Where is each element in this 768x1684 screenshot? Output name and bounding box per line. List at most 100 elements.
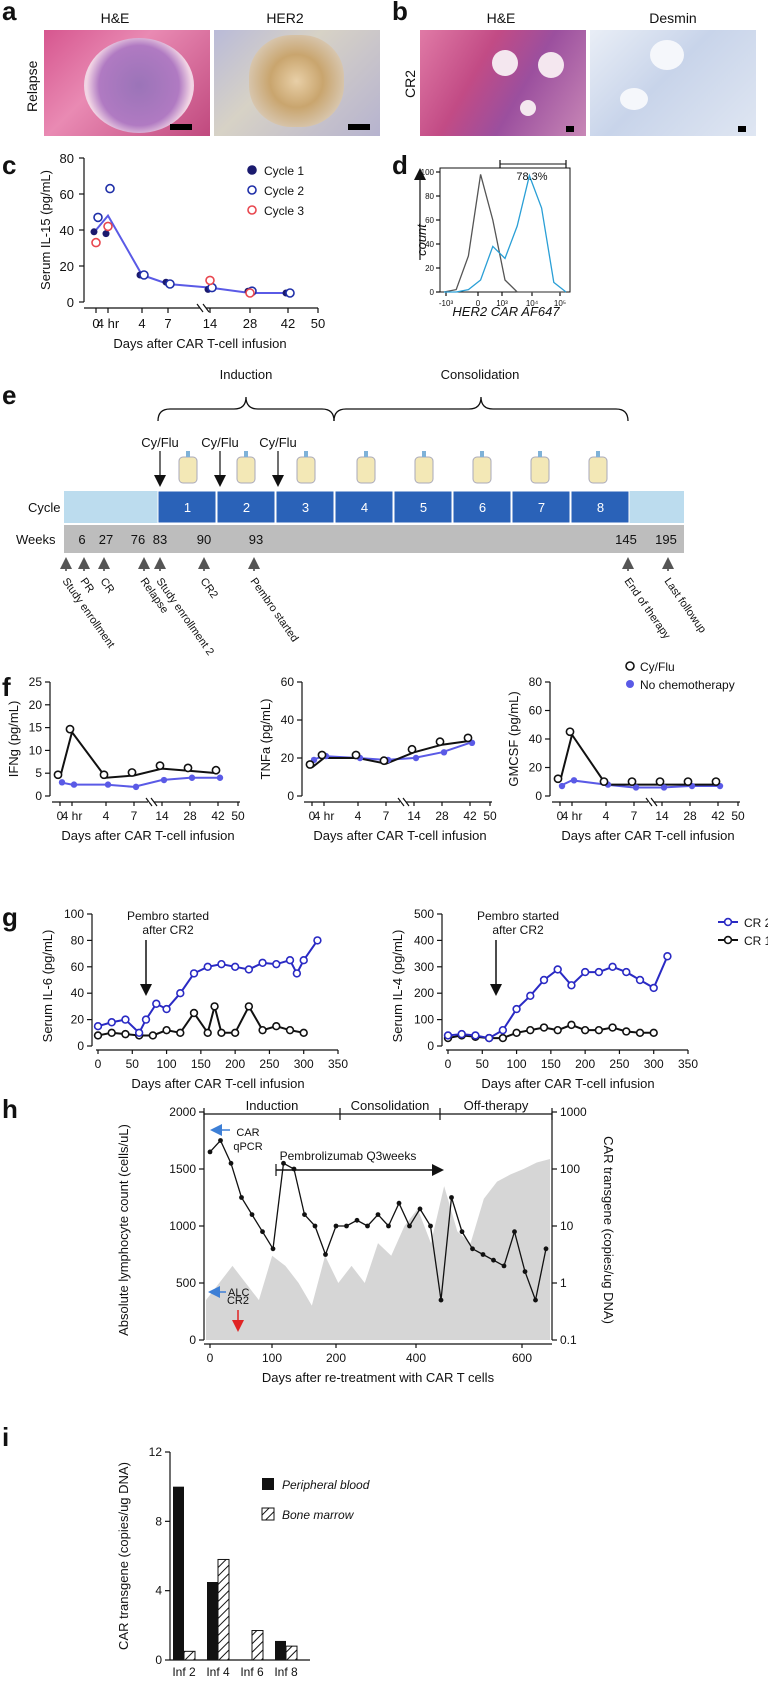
cr2-label: CR2 bbox=[227, 1295, 249, 1307]
x-tick-label: 4 hr bbox=[97, 316, 120, 331]
x-tick-label: 4 bbox=[103, 809, 110, 823]
cr2-point bbox=[107, 1018, 116, 1027]
y-tick-label-right: 100 bbox=[560, 1162, 580, 1176]
x-tick-label: 4 hr bbox=[562, 809, 583, 823]
y-tick-label: 20 bbox=[60, 259, 74, 274]
x-tick-label: 50 bbox=[476, 1057, 490, 1071]
cr2-point bbox=[539, 975, 549, 985]
x-tick-label: 50 bbox=[731, 809, 745, 823]
cycle-segment bbox=[334, 490, 394, 524]
phase-label-induction: Induction bbox=[220, 367, 273, 382]
category-label: Inf 2 bbox=[172, 1665, 196, 1679]
point-cycle2 bbox=[165, 279, 175, 289]
infusion-bag-port bbox=[364, 451, 368, 457]
phase-label: Consolidation bbox=[351, 1098, 430, 1113]
car-label: CAR bbox=[236, 1127, 259, 1139]
bar-bone-marrow bbox=[217, 1558, 230, 1661]
row-label-cycle: Cycle bbox=[28, 500, 61, 515]
x-tick-label: 10⁵ bbox=[554, 299, 566, 308]
alc-point bbox=[501, 1263, 507, 1269]
y-axis-label: Serum IL-15 (pg/mL) bbox=[38, 170, 53, 290]
y-tick-label-right: 1 bbox=[560, 1276, 567, 1290]
category-label: Inf 8 bbox=[274, 1665, 298, 1679]
alc-point bbox=[396, 1200, 402, 1206]
alc-point bbox=[312, 1223, 318, 1229]
cyflu-point bbox=[627, 777, 637, 786]
y-tick-label: 10 bbox=[29, 743, 43, 757]
x-tick-label: 28 bbox=[243, 316, 257, 331]
legend-label: Cycle 2 bbox=[264, 184, 304, 198]
cyflu-point bbox=[553, 774, 563, 784]
infusion-bag-port bbox=[304, 451, 308, 457]
cycle-segment bbox=[275, 490, 335, 524]
no-chemo-point bbox=[558, 782, 566, 790]
cycle-number: 5 bbox=[420, 500, 427, 515]
cyflu-point bbox=[127, 768, 137, 777]
y-tick-label: 80 bbox=[71, 933, 85, 947]
event-arrow-head bbox=[198, 557, 210, 569]
cycle-number: 2 bbox=[243, 500, 250, 515]
cr2-arrow-head bbox=[232, 1320, 244, 1332]
x-tick-label: 0 bbox=[557, 809, 564, 823]
cyflu-point bbox=[435, 737, 445, 747]
y-tick-label: 20 bbox=[29, 698, 43, 712]
pembro-label: Pembrolizumab Q3weeks bbox=[280, 1149, 417, 1163]
x-tick-label: 150 bbox=[541, 1057, 561, 1071]
plot-frame bbox=[439, 167, 571, 293]
cr2-point bbox=[217, 959, 226, 969]
y-tick-label: 60 bbox=[281, 675, 295, 689]
x-tick-label: 0 bbox=[445, 1057, 452, 1071]
x-axis-label: Days after re-treatment with CAR T cells bbox=[262, 1370, 495, 1385]
cyflu-point bbox=[655, 777, 665, 786]
week-value: 83 bbox=[153, 532, 167, 547]
y-tick-label: 25 bbox=[29, 675, 43, 689]
y-tick-label: 40 bbox=[71, 986, 85, 1000]
x-axis-label: Days after CAR T-cell infusion bbox=[61, 828, 234, 843]
phase-label-consolidation: Consolidation bbox=[441, 367, 520, 382]
event-label: Pembro started bbox=[248, 576, 301, 644]
cr2-point bbox=[285, 955, 295, 965]
category-label: Inf 6 bbox=[240, 1665, 264, 1679]
y-tick-label: 80 bbox=[529, 675, 543, 689]
cr1-point bbox=[244, 1002, 254, 1011]
cr1-point bbox=[162, 1025, 171, 1035]
cr1-point bbox=[93, 1031, 103, 1040]
y-tick-label: 5 bbox=[35, 766, 42, 780]
point-cycle3 bbox=[205, 275, 215, 286]
desmin-cr2-image bbox=[590, 30, 756, 136]
legend-label: Peripheral blood bbox=[282, 1478, 370, 1492]
bar-bone-marrow bbox=[183, 1650, 196, 1661]
no-chemo-point bbox=[216, 774, 224, 781]
event-label: Last followup bbox=[662, 576, 709, 635]
week-value: 27 bbox=[99, 532, 113, 547]
chart-treatment-timeline: Induction Consolidation Cy/Flu Cy/Flu Cy/Flu… bbox=[16, 367, 709, 658]
y-axis-label: IFNg (pg/mL) bbox=[6, 701, 21, 778]
desmin-vacuole bbox=[620, 88, 648, 110]
infusion-bag-port bbox=[538, 451, 542, 457]
y-tick-label-left: 1500 bbox=[169, 1162, 196, 1176]
cyflu-line bbox=[559, 732, 718, 786]
cr1-point bbox=[608, 1023, 617, 1032]
y-tick-label: 40 bbox=[425, 240, 434, 249]
cycle-number: 3 bbox=[302, 500, 309, 515]
cyflu-point bbox=[183, 763, 193, 773]
y-tick-label: 60 bbox=[71, 960, 85, 974]
axis-break bbox=[202, 303, 210, 313]
no-chemo-point bbox=[632, 784, 640, 791]
weeks-bar bbox=[64, 525, 684, 553]
x-tick-label: 0 bbox=[57, 809, 64, 823]
cr1-point bbox=[107, 1028, 116, 1038]
alc-point bbox=[386, 1223, 391, 1229]
x-tick-label: 4 bbox=[603, 809, 610, 823]
x-tick-label: 14 bbox=[655, 809, 669, 823]
annotation-pembro: after CR2 bbox=[142, 923, 194, 937]
legend-label: No chemotherapy bbox=[640, 678, 735, 692]
x-tick-label: 0 bbox=[92, 316, 99, 331]
cr2-point bbox=[244, 965, 254, 974]
alc-point bbox=[302, 1212, 307, 1217]
y-tick-label: 300 bbox=[414, 960, 434, 974]
cr2-point bbox=[553, 965, 562, 974]
x-tick-label: 4 bbox=[138, 316, 145, 331]
cyflu-point bbox=[155, 761, 165, 771]
